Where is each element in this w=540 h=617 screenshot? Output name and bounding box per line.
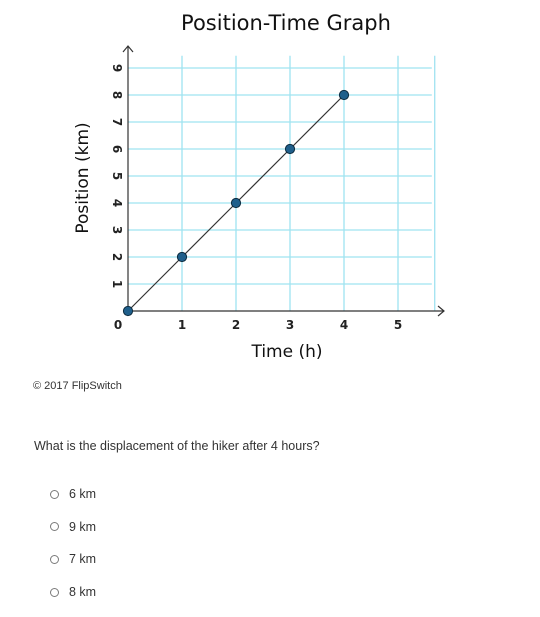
chart-svg: Position-Time Graph 0 1 2 3 4 5 1 2 3 4 5 6 7 8 9 Time…	[73, 11, 445, 362]
choice-option[interactable]: 6 km	[50, 486, 96, 502]
choice-label: 6 km	[69, 487, 97, 501]
y-tick-label: 9	[110, 64, 124, 72]
data-point	[284, 143, 296, 155]
y-tick-label: 2	[110, 253, 124, 261]
radio-button-icon[interactable]	[50, 587, 59, 597]
choice-option[interactable]: 7 km	[50, 551, 96, 567]
data-point	[230, 197, 242, 209]
x-tick-label: 4	[340, 318, 348, 332]
x-tick-label: 0	[114, 318, 122, 332]
radio-button-icon[interactable]	[50, 522, 59, 532]
x-tick-label: 1	[178, 318, 186, 332]
radio-button-icon[interactable]	[50, 554, 59, 564]
y-tick-label: 7	[110, 118, 124, 126]
y-tick-label: 5	[110, 172, 124, 180]
y-axis-label: Position (km)	[73, 122, 93, 233]
axes	[122, 45, 445, 317]
y-tick-label: 3	[110, 226, 124, 234]
y-axis-arrow-icon	[122, 45, 134, 53]
choice-label: 9 km	[69, 519, 97, 534]
y-tick-label: 4	[110, 199, 124, 207]
choice-option[interactable]: 9 km	[50, 519, 96, 535]
data-series	[122, 89, 350, 317]
y-tick-label: 6	[110, 145, 124, 153]
copyright-notice: © 2017 FlipSwitch	[33, 380, 122, 392]
chart-title: Position-Time Graph	[181, 11, 391, 35]
x-tick-label: 2	[232, 318, 240, 332]
data-point	[176, 251, 188, 263]
x-tick-label: 5	[394, 318, 402, 332]
grid-lines	[128, 55, 436, 311]
x-tick-label: 3	[286, 318, 294, 332]
data-point	[338, 89, 350, 101]
tick-labels: 0 1 2 3 4 5 1 2 3 4 5 6 7 8 9	[110, 64, 402, 332]
data-point	[122, 305, 134, 317]
answer-choices: 6 km 9 km 7 km 8 km	[50, 486, 96, 617]
choice-label: 8 km	[69, 585, 97, 600]
x-axis-label: Time (h)	[250, 342, 322, 362]
radio-button-icon[interactable]	[50, 489, 59, 499]
question-text: What is the displacement of the hiker af…	[34, 439, 320, 453]
choice-label: 7 km	[69, 552, 97, 567]
y-tick-label: 8	[110, 91, 124, 99]
choice-option[interactable]: 8 km	[50, 584, 96, 600]
y-tick-label: 1	[110, 280, 124, 288]
position-time-chart: Position-Time Graph 0 1 2 3 4 5 1 2 3 4 5 6 7 8 9 Time…	[73, 11, 445, 362]
x-axis-arrow-icon	[437, 305, 445, 317]
